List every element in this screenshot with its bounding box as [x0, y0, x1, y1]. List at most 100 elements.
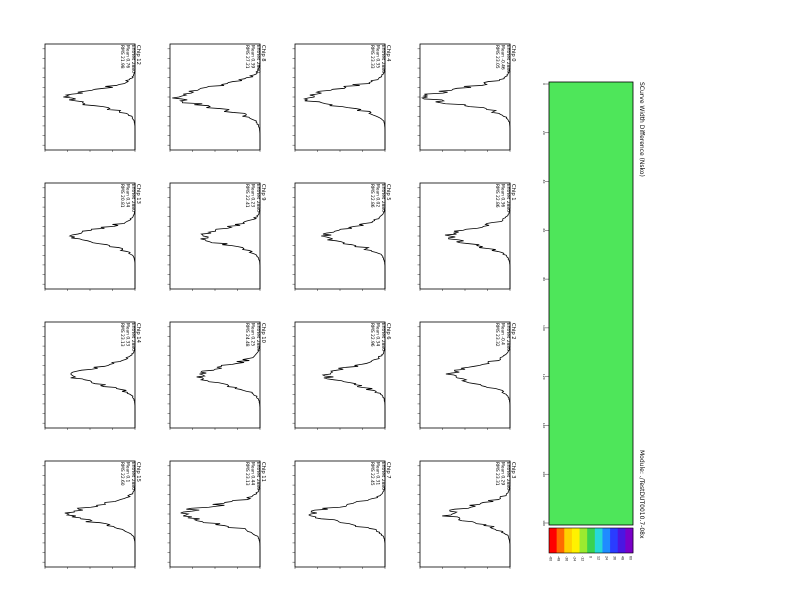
- map-tick-label-text: 20: [542, 131, 546, 135]
- panel-title-text: Chip 8: [260, 45, 266, 62]
- color-bar-label: 24: [605, 556, 609, 560]
- histogram-curve: [64, 461, 136, 567]
- map-tick-label: 160: [542, 471, 546, 477]
- color-bar-cell: [594, 528, 603, 553]
- color-bar-cell: [625, 528, 634, 553]
- map-tick-label: 20: [542, 131, 546, 135]
- color-bar-label: 12: [597, 556, 601, 560]
- panel-title-text: Chip 3: [510, 462, 516, 479]
- stats-line: Mean 0.44: [250, 462, 256, 485]
- stats-line: Entries 2880: [505, 462, 511, 490]
- panel-frame: [419, 43, 511, 151]
- histogram-curve: [445, 322, 511, 428]
- map-ticks: 0 20 40 60 80 100 120 140 160 180: [542, 83, 549, 526]
- color-bar-label-text: -24: [573, 556, 577, 561]
- stats-line: Entries 2880: [380, 45, 386, 73]
- panel-frame: [294, 321, 386, 429]
- panel-title-text: Chip 13: [135, 184, 141, 204]
- color-bar-label-text: -12: [581, 556, 585, 561]
- histogram-curve: [303, 44, 386, 150]
- stats-line: RMS 21.98: [119, 45, 125, 69]
- histogram-curve: [200, 183, 261, 289]
- stats-line: Mean 0.35: [375, 45, 381, 68]
- stats-line: Entries 2880: [255, 462, 261, 490]
- stats-line: Mean 0.31: [375, 462, 381, 485]
- map-tick-label-text: 80: [542, 277, 546, 281]
- stats-line: Mean -0.46: [500, 45, 506, 70]
- map-tick-label: 60: [542, 228, 546, 232]
- stats-line: RMS 23.13: [119, 323, 125, 347]
- histogram-curve: [63, 44, 136, 150]
- stats-line: RMS 27.21: [244, 45, 250, 69]
- panel-title: Chip 3: [510, 462, 516, 479]
- stats-line: RMS 22.96: [369, 323, 375, 347]
- panel-title: Chip 15: [135, 462, 141, 482]
- color-bar-label-text: 60: [629, 556, 633, 560]
- stats-line: Mean 0.39: [250, 45, 256, 68]
- map-tick-label: 40: [542, 180, 546, 184]
- panel-title: Chip 13: [135, 184, 141, 204]
- color-bar-cell: [556, 528, 565, 553]
- color-bar-cell: [549, 528, 558, 553]
- panel-title-text: Chip 14: [135, 323, 141, 344]
- panel-title: Chip 8: [260, 45, 266, 62]
- stats-line: Mean -0.4: [500, 323, 506, 345]
- panel-title-text: Chip 9: [260, 184, 266, 201]
- color-bar-label: -24: [573, 556, 577, 561]
- color-bar-label: 36: [613, 556, 617, 560]
- panel-title-text: Chip 2: [510, 323, 516, 340]
- stats-line: Entries 2880: [505, 45, 511, 73]
- stats-line: RMS 23.05: [494, 45, 500, 69]
- map-tick-label: 140: [542, 423, 546, 429]
- stats-line: Entries 2880: [130, 462, 136, 490]
- stats-line: RMS 24.48: [244, 323, 250, 347]
- panel-frame: [419, 182, 511, 290]
- module-label: Module: ./TestDUT0010.7-08x: [638, 450, 645, 539]
- panel-title: Chip 5: [385, 184, 391, 201]
- stats-line: Entries 2880: [505, 323, 511, 351]
- stats-line: Entries 2880: [255, 323, 261, 351]
- panel-frame: [44, 182, 136, 290]
- color-bar-cell: [617, 528, 626, 553]
- map-tick-label-text: 140: [542, 423, 546, 429]
- color-bar-cell: [571, 528, 580, 553]
- histogram-curve: [442, 461, 511, 567]
- stats-line: RMS 23.33: [369, 45, 375, 69]
- panel-title: Chip 2: [510, 323, 516, 340]
- panel-title: Chip 6: [385, 323, 391, 340]
- panel-title: Chip 9: [260, 184, 266, 201]
- panel-title-text: Chip 0: [510, 45, 516, 62]
- map-tick-label: 80: [542, 277, 546, 281]
- color-bar-label: -36: [565, 556, 569, 561]
- map-tick-label-text: 60: [542, 228, 546, 232]
- histogram-curve: [421, 44, 511, 150]
- stats-line: Mean 0.02: [375, 184, 381, 207]
- color-bar-cell: [564, 528, 573, 553]
- stats-line: Mean 0.25: [250, 323, 256, 346]
- stats-line: Mean 0.29: [500, 462, 506, 485]
- map-tick-label: 0: [542, 83, 546, 85]
- panel-title-text: Chip 4: [385, 45, 391, 62]
- panel-title: Chip 11: [260, 462, 266, 482]
- panel-frame: [294, 43, 386, 151]
- color-bar-cell: [587, 528, 596, 553]
- panel-title-text: Chip 10: [260, 323, 266, 343]
- map-tick-label: 180: [542, 520, 546, 526]
- map-tick-label-text: 180: [542, 520, 546, 526]
- panel-frame: [44, 321, 136, 429]
